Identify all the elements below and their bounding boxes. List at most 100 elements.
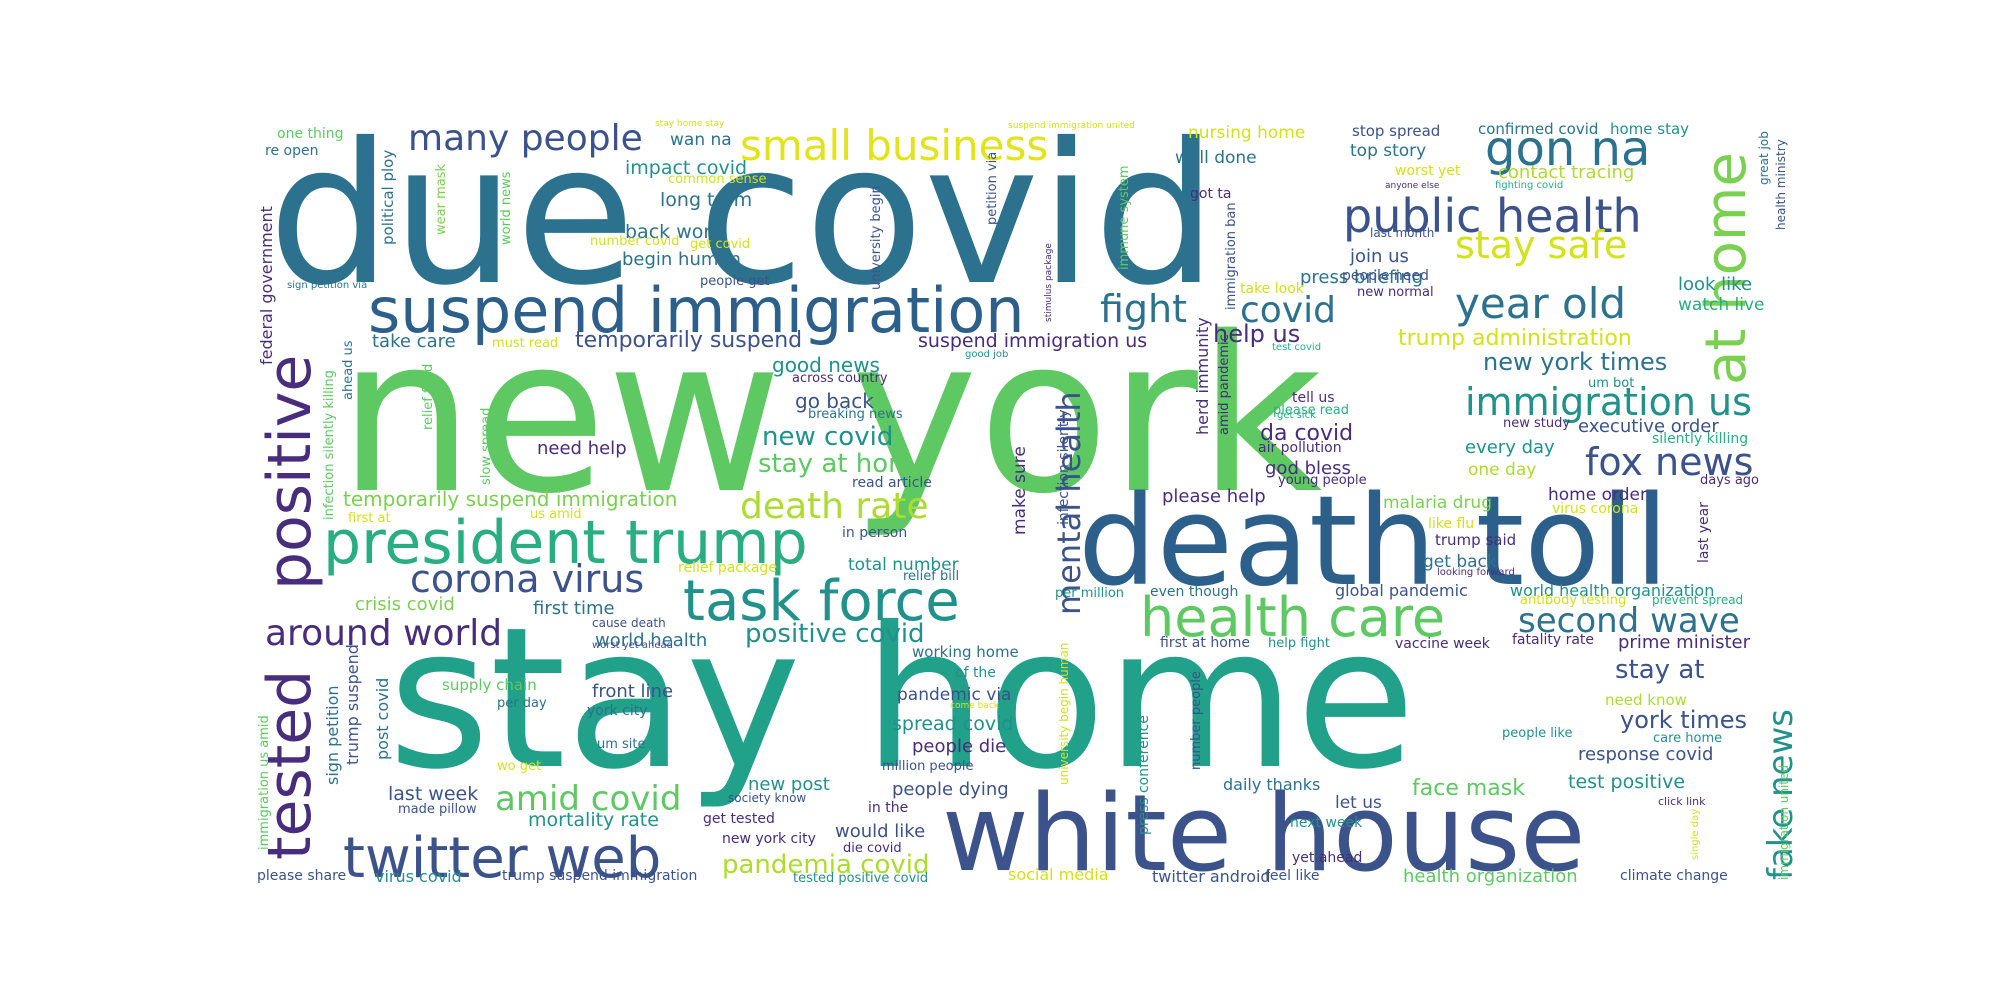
word-common-sense: common sense: [668, 172, 767, 187]
word-york-times: york times: [1620, 706, 1747, 734]
word-immigration-united: immigration united: [1777, 765, 1791, 880]
word-let-us: let us: [1335, 793, 1382, 813]
word-gon-na: gon na: [1485, 121, 1650, 177]
word-stay-home-stay: stay home stay: [655, 119, 725, 129]
word-stop-spread: stop spread: [1352, 122, 1440, 140]
word-click-link: click link: [1658, 795, 1706, 808]
word-society-know: society know: [728, 791, 806, 805]
word-health-ministry: health ministry: [1774, 139, 1788, 230]
word-fight: fight: [1100, 287, 1187, 331]
word-vaccine-week: vaccine week: [1395, 636, 1491, 652]
word-ahead-us: ahead us: [341, 340, 356, 400]
word-political-ploy: political ploy: [379, 150, 397, 245]
word-university-begin-human: university begin human: [1057, 643, 1071, 785]
word-trump-administration: trump administration: [1398, 326, 1632, 351]
word-one-thing: one thing: [277, 126, 344, 142]
word-us-amid: us amid: [530, 507, 582, 522]
word-president-trump: president trump: [323, 508, 808, 578]
word-crisis-covid: crisis covid: [355, 594, 455, 615]
word-million-people: million people: [882, 759, 974, 774]
word-confirmed-covid: confirmed covid: [1478, 120, 1598, 138]
word-every-day: every day: [1465, 437, 1555, 458]
word-temporarily-suspend: temporarily suspend: [575, 328, 802, 353]
word-worst-yet: worst yet: [1395, 163, 1461, 179]
word-wear-mask: wear mask: [434, 164, 449, 235]
word-virus-corona: virus corona: [1552, 501, 1638, 517]
word-temporarily-suspend-immigration: temporarily suspend immigration: [343, 487, 677, 511]
word-need-know: need know: [1605, 691, 1687, 709]
word-first-at-home: first at home: [1160, 635, 1250, 651]
word-please-help: please help: [1162, 486, 1266, 507]
word-look-like: look like: [1678, 274, 1752, 295]
word-top-story: top story: [1350, 141, 1426, 161]
word-fighting-covid: fighting covid: [1495, 180, 1563, 191]
word-white-house: white house: [942, 772, 1585, 895]
word-covid: covid: [1240, 290, 1336, 331]
word-trump-said: trump said: [1435, 531, 1516, 549]
word-antibody-testing: antibody testing: [1520, 593, 1626, 608]
word-immigration-us: immigration us: [1465, 380, 1752, 424]
word-front-line: front line: [592, 681, 673, 702]
word-post-covid: post covid: [373, 678, 392, 760]
word-malaria-drug: malaria drug: [1383, 493, 1492, 513]
word-in-person: in person: [842, 525, 907, 541]
word-world-health-organization: world health organization: [1510, 581, 1714, 600]
word-death-rate: death rate: [740, 486, 929, 527]
word-um-site: um site: [597, 737, 646, 752]
word-climate-change: climate change: [1620, 868, 1728, 884]
word-back-work: back work: [625, 221, 722, 243]
word-die-covid: die covid: [843, 841, 902, 856]
word-get-back: get back: [1423, 552, 1497, 572]
word-cause-death: cause death: [592, 616, 666, 630]
word-new-york: new york: [338, 290, 1322, 541]
word-test-covid: test covid: [1272, 342, 1321, 353]
word-slow-spread: slow spread: [479, 408, 494, 485]
word-of-the: of the: [955, 665, 996, 681]
word-health-care: health care: [1140, 586, 1445, 649]
word-mortality-rate: mortality rate: [528, 809, 659, 831]
word-relief-bill: relief bill: [903, 569, 959, 584]
word-positive-covid: positive covid: [745, 619, 925, 649]
word-in-the: in the: [868, 800, 908, 816]
word-wan-na: wan na: [670, 130, 732, 150]
word-need-help: need help: [537, 438, 627, 459]
word-stay-home: stay home: [388, 585, 1416, 812]
word-per-million: per million: [1055, 586, 1124, 601]
word-re-open: re open: [265, 143, 318, 159]
word-positive: positive: [255, 355, 325, 590]
word-at-home: at home: [1694, 152, 1759, 385]
word-suspend-immigration-us: suspend immigration us: [918, 330, 1147, 352]
word-looking-forward: looking forward: [1437, 567, 1515, 578]
word-around-world: around world: [265, 613, 502, 654]
word-days-ago: days ago: [1700, 473, 1759, 488]
word-breaking-news: breaking news: [808, 407, 903, 422]
word-please-read: please read: [1273, 403, 1349, 418]
word-pandemia-covid: pandemia covid: [722, 850, 929, 880]
word-made-pillow: made pillow: [398, 802, 477, 817]
word-virus-covid: virus covid: [375, 867, 462, 886]
word-working-home: working home: [912, 643, 1019, 661]
word-like-flu: like flu: [1428, 516, 1474, 532]
word-number-people: number people: [1189, 671, 1204, 770]
word-year-old: year old: [1455, 279, 1626, 328]
word-take-care: take care: [372, 331, 456, 352]
word-people-dying: people dying: [892, 779, 1009, 800]
word-executive-order: executive order: [1578, 416, 1719, 437]
word-relief-package: relief package: [678, 560, 777, 576]
word-new-york-city: new york city: [722, 831, 816, 847]
word-impact-covid: impact covid: [625, 157, 747, 179]
word-amid-covid: amid covid: [495, 779, 681, 819]
word-god-bless: god bless: [1265, 458, 1351, 479]
word-sign-petition: sign petition: [323, 685, 342, 785]
word-worst-yet-ahead: worst yet ahead: [592, 640, 673, 651]
word-suspend-immigration-united: suspend immigration united: [1008, 121, 1135, 131]
word-contact-tracing: contact tracing: [1498, 162, 1634, 183]
word-got-ta: got ta: [1190, 186, 1231, 202]
word-wo-get: wo get: [497, 759, 541, 774]
word-read-article: read article: [852, 475, 932, 491]
word-immigration-us-amid: immigration us amid: [257, 715, 272, 850]
word-number-covid: number covid: [590, 234, 680, 249]
word-prevent-spread: prevent spread: [1652, 593, 1743, 607]
word-anyone-else: anyone else: [1385, 181, 1440, 191]
word-corona-virus: corona virus: [410, 557, 644, 601]
